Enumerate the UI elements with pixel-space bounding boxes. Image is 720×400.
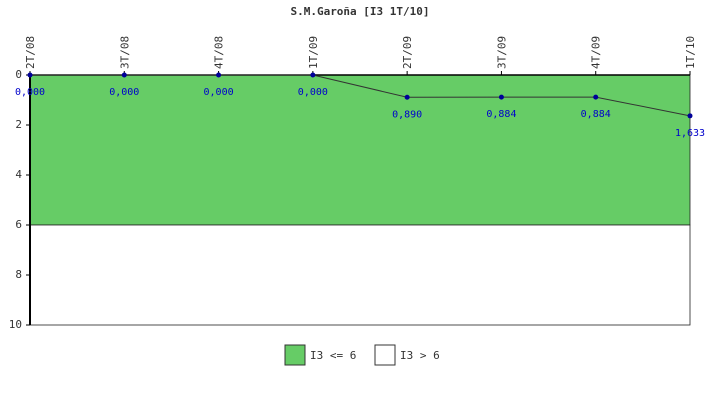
data-label: 0,884 [486, 109, 516, 120]
data-label: 1,633 [675, 128, 705, 139]
data-label: 0,000 [298, 87, 328, 98]
x-tick-label: 4T/08 [213, 36, 226, 69]
point [498, 94, 504, 100]
legend-swatch [374, 344, 396, 366]
data-label: 0,890 [392, 109, 422, 120]
point [687, 113, 693, 119]
legend-label: I3 <= 6 [310, 349, 356, 362]
y-tick-label: 2 [15, 118, 22, 131]
y-tick-label: 4 [15, 168, 22, 181]
chart-title: S.M.Garoña [I3 1T/10] [290, 5, 429, 18]
point [310, 72, 316, 78]
data-label: 0,884 [581, 109, 611, 120]
legend-swatch [284, 344, 306, 366]
x-tick-label: 2T/08 [24, 36, 37, 69]
x-tick-label: 4T/09 [590, 36, 603, 69]
data-label: 0,000 [109, 87, 139, 98]
x-tick-label: 1T/10 [684, 36, 697, 69]
y-tick-label: 6 [15, 218, 22, 231]
point [27, 72, 33, 78]
band [29, 224, 691, 326]
y-tick-label: 0 [15, 68, 22, 81]
data-label: 0,000 [204, 87, 234, 98]
x-tick-label: 3T/09 [495, 36, 508, 69]
point [121, 72, 127, 78]
x-tick-label: 2T/09 [401, 36, 414, 69]
series-line [30, 74, 691, 117]
legend-label: I3 > 6 [400, 349, 440, 362]
y-tick-label: 8 [15, 268, 22, 281]
y-tick-label: 10 [9, 318, 22, 331]
band [29, 74, 691, 226]
x-tick-label: 3T/08 [118, 36, 131, 69]
point [216, 72, 222, 78]
point [593, 94, 599, 100]
point [404, 94, 410, 100]
x-tick-label: 1T/09 [307, 36, 320, 69]
data-label: 0,000 [15, 87, 45, 98]
